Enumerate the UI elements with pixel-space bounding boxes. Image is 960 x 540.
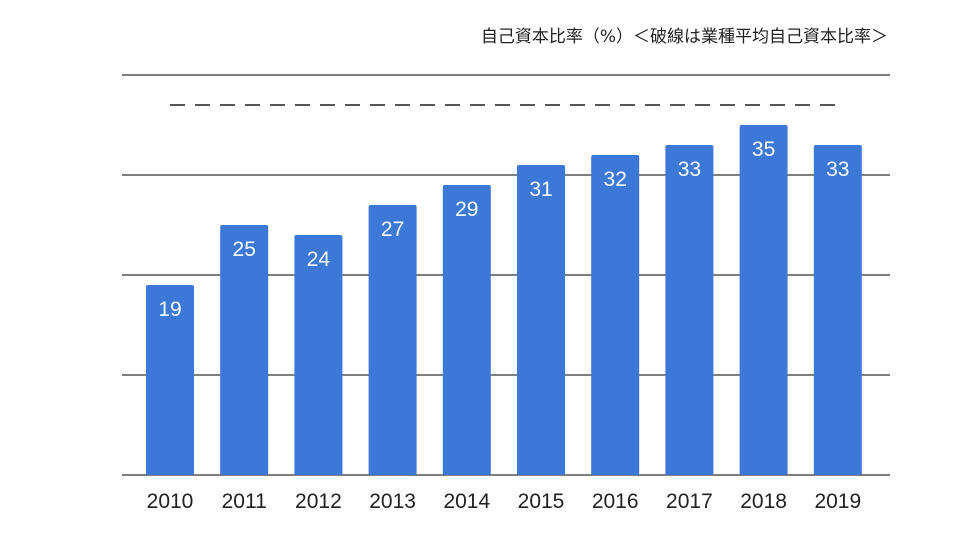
x-tick-label-2014: 2014 xyxy=(443,490,490,513)
bar-2017 xyxy=(665,145,714,475)
data-label-2019: 33 xyxy=(826,158,849,181)
x-tick-label-2012: 2012 xyxy=(295,490,342,513)
x-tick-label-2019: 2019 xyxy=(814,490,861,513)
bar-2013 xyxy=(368,205,417,475)
x-tick-label-2010: 2010 xyxy=(147,490,194,513)
x-tick-label-2013: 2013 xyxy=(369,490,416,513)
bars xyxy=(146,125,862,475)
bar-2019 xyxy=(813,145,862,475)
bar-2014 xyxy=(442,185,491,475)
bar-2011 xyxy=(220,225,269,475)
bar-2012 xyxy=(294,235,343,475)
data-label-2015: 31 xyxy=(529,178,552,201)
chart-title: 自己資本比率（%）＜破線は業種平均自己資本比率＞ xyxy=(481,27,888,47)
data-label-2013: 27 xyxy=(381,218,404,241)
data-labels: 19 25 24 27 29 31 32 33 35 33 xyxy=(158,138,849,321)
x-tick-label-2017: 2017 xyxy=(666,490,713,513)
x-tick-label-2016: 2016 xyxy=(592,490,639,513)
bar-2018 xyxy=(739,125,788,475)
data-label-2011: 25 xyxy=(233,238,256,261)
x-tick-label-2015: 2015 xyxy=(518,490,565,513)
x-tick-label-2011: 2011 xyxy=(222,490,267,513)
data-label-2012: 24 xyxy=(307,248,331,271)
bar-2015 xyxy=(517,165,565,475)
data-label-2016: 32 xyxy=(604,168,627,191)
x-axis-ticks: 2010 2011 2012 2013 2014 2015 2016 2017 2018 2019 xyxy=(147,490,862,513)
bar-2010 xyxy=(146,285,194,475)
data-label-2017: 33 xyxy=(678,158,701,181)
data-label-2018: 35 xyxy=(752,138,775,161)
data-label-2010: 19 xyxy=(158,298,181,321)
data-label-2014: 29 xyxy=(455,198,478,221)
x-tick-label-2018: 2018 xyxy=(740,490,787,513)
bar-2016 xyxy=(591,155,640,475)
